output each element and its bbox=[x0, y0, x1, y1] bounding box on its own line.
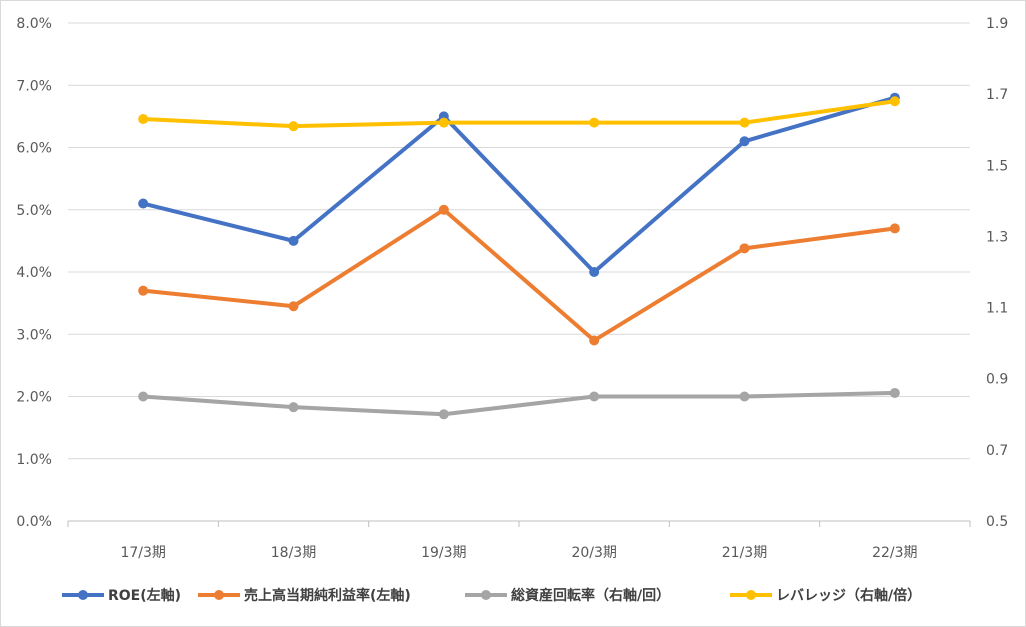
left-tick-label: 0.0% bbox=[16, 514, 52, 530]
left-tick-label: 7.0% bbox=[16, 78, 52, 94]
legend-swatch-marker bbox=[481, 590, 491, 600]
legend-swatch-marker bbox=[214, 590, 224, 600]
series-point-3 bbox=[288, 402, 299, 413]
left-tick-label: 3.0% bbox=[16, 327, 52, 343]
series-point-4 bbox=[288, 121, 299, 132]
right-tick-label: 1.9 bbox=[986, 16, 1008, 32]
series-point-2 bbox=[138, 285, 149, 296]
series-point-3 bbox=[739, 391, 750, 402]
x-tick-label: 17/3期 bbox=[120, 545, 165, 561]
right-axis-ticks: 0.5 0.7 0.9 1.1 1.3 1.5 1.7 1.9 bbox=[986, 16, 1008, 530]
legend-label: レバレッジ（右軸/倍） bbox=[776, 587, 921, 604]
series-point-4 bbox=[438, 117, 449, 128]
series-point-4 bbox=[889, 96, 900, 107]
right-tick-label: 0.7 bbox=[986, 443, 1008, 459]
series-point-4 bbox=[589, 117, 600, 128]
right-tick-label: 0.5 bbox=[986, 514, 1008, 530]
series-line-1 bbox=[141, 95, 897, 274]
right-tick-label: 1.7 bbox=[986, 87, 1008, 103]
series-point-1 bbox=[739, 136, 750, 147]
series-point-4 bbox=[739, 117, 750, 128]
series-line-3 bbox=[141, 390, 897, 417]
series-point-2 bbox=[739, 243, 750, 254]
series-line-2 bbox=[141, 207, 897, 343]
x-tick-label: 18/3期 bbox=[271, 545, 316, 561]
series-point-1 bbox=[138, 198, 149, 209]
right-tick-label: 0.9 bbox=[986, 372, 1008, 388]
left-tick-label: 1.0% bbox=[16, 452, 52, 468]
x-tick-label: 20/3期 bbox=[571, 545, 616, 561]
x-tick-label: 19/3期 bbox=[421, 545, 466, 561]
legend: ROE(左軸) 売上高当期純利益率(左軸) 総資産回転率（右軸/回） レバレッジ（右軸… bbox=[62, 587, 921, 604]
series-point-1 bbox=[589, 267, 600, 277]
series-point-3 bbox=[138, 391, 149, 402]
legend-label: 総資産回転率（右軸/回） bbox=[511, 587, 670, 604]
series-line-4 bbox=[141, 99, 897, 129]
legend-swatch-marker bbox=[78, 590, 88, 600]
left-tick-label: 4.0% bbox=[16, 265, 52, 281]
series-point-2 bbox=[889, 223, 900, 234]
x-tick-label: 21/3期 bbox=[722, 545, 767, 561]
series-point-2 bbox=[288, 301, 299, 312]
right-tick-label: 1.3 bbox=[986, 229, 1008, 245]
x-tick-label: 22/3期 bbox=[872, 545, 917, 561]
series-point-2 bbox=[438, 204, 449, 215]
series-point-3 bbox=[589, 391, 600, 402]
series-point-3 bbox=[438, 409, 449, 420]
series-layer bbox=[138, 92, 900, 420]
left-tick-label: 2.0% bbox=[16, 390, 52, 406]
left-tick-label: 8.0% bbox=[16, 16, 52, 32]
series-point-4 bbox=[138, 114, 149, 125]
x-axis: 17/3期 18/3期 19/3期 20/3期 21/3期 22/3期 bbox=[67, 520, 971, 561]
left-tick-label: 6.0% bbox=[16, 141, 52, 157]
legend-label: ROE(左軸) bbox=[108, 587, 181, 604]
left-tick-label: 5.0% bbox=[16, 203, 52, 219]
legend-swatch-marker bbox=[746, 590, 756, 600]
legend-label: 売上高当期純利益率(左軸) bbox=[244, 587, 411, 604]
left-axis-ticks: 0.0% 1.0% 2.0% 3.0% 4.0% 5.0% 6.0% 7.0% 8.0% bbox=[16, 16, 52, 530]
right-tick-label: 1.1 bbox=[986, 301, 1008, 317]
series-point-1 bbox=[288, 235, 299, 246]
right-tick-label: 1.5 bbox=[986, 158, 1008, 174]
series-point-2 bbox=[589, 335, 600, 346]
series-point-3 bbox=[889, 387, 900, 398]
